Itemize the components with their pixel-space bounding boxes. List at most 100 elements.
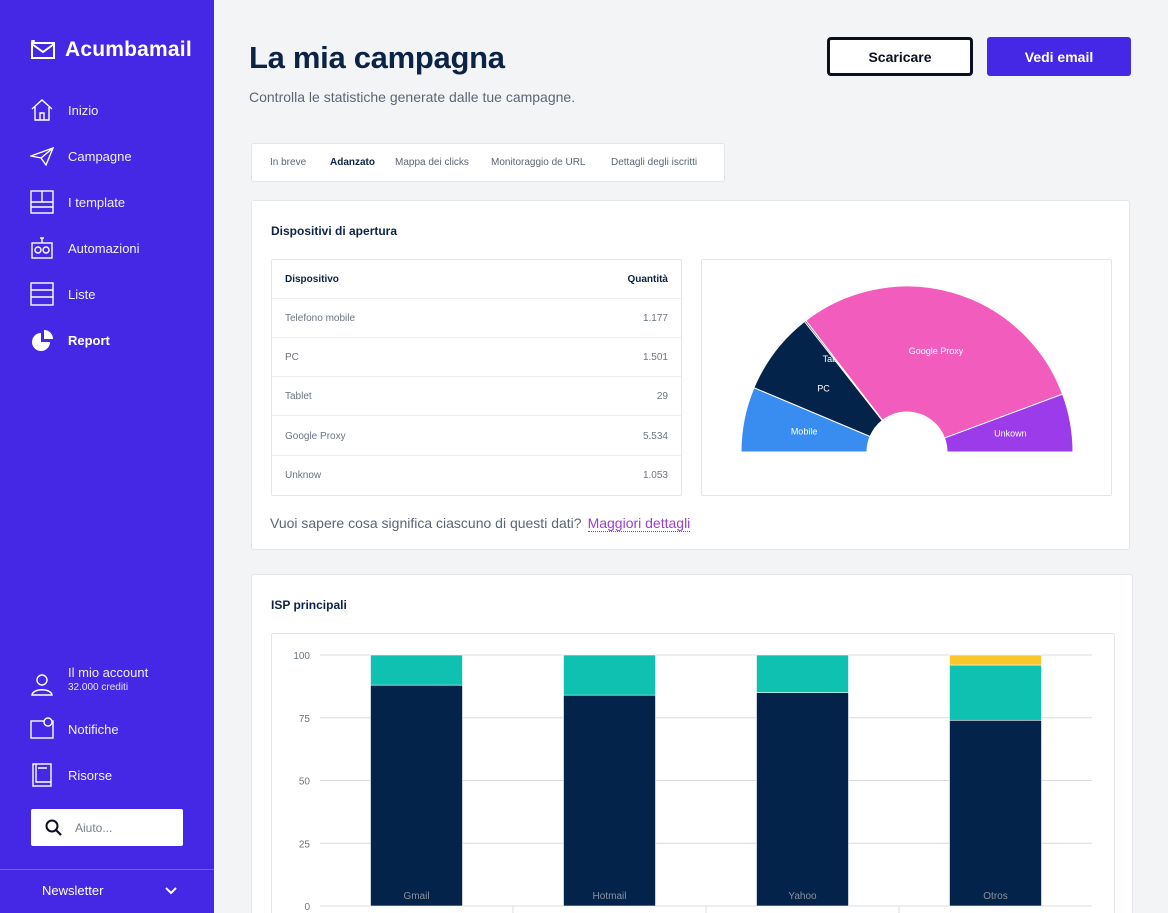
nav-item-risorse[interactable]: Risorse [30, 762, 112, 788]
search-icon [45, 819, 63, 837]
y-tick-label: 0 [304, 902, 310, 913]
bar-segment-otros-primary [949, 719, 1042, 907]
bar-segment-otros-secondary [949, 664, 1042, 721]
devices-card: Dispositivi di apertura Dispositivo Quan… [251, 200, 1130, 550]
isp-chart-box: 0 25 50 75 100 Gmail Hotmail Yahoo Otros [271, 633, 1115, 913]
report-tabs: In breve Adanzato Mappa dei clicks Monit… [251, 143, 725, 182]
device-qty: 1.501 [642, 352, 668, 363]
sidebar: Acumbamail Inizio Campagne I template Au… [0, 0, 214, 913]
isp-bar-chart: 0 25 50 75 100 Gmail Hotmail Yahoo Otros [293, 651, 1092, 913]
tab-dettagli-iscritti[interactable]: Dettagli degli iscritti [611, 157, 698, 168]
help-text: Vuoi sapere cosa significa ciascuno di q… [270, 515, 582, 531]
device-name: Unknow [285, 470, 322, 481]
tab-in-breve[interactable]: In breve [270, 157, 307, 168]
nav-item-campagne[interactable]: Campagne [30, 143, 132, 169]
table-row: Unknow 1.053 [272, 456, 681, 495]
table-header: Dispositivo Quantità [272, 260, 681, 299]
account-label: Il mio account [68, 665, 149, 680]
pie-chart-icon [30, 328, 54, 352]
page-title: La mia campagna [249, 40, 505, 75]
pie-slice-unkown [943, 393, 1074, 453]
device-name: Tablet [285, 391, 312, 402]
newsletter-selector[interactable]: Newsletter [42, 883, 177, 898]
pie-slice-google-proxy [805, 285, 1064, 439]
y-tick-label: 50 [299, 777, 311, 788]
nav-label: Automazioni [68, 240, 140, 256]
tab-monitoraggio-url[interactable]: Monitoraggio de URL [491, 157, 586, 168]
pie-label: Mobile [791, 426, 818, 436]
nav-item-notifiche[interactable]: Notifiche [30, 716, 119, 742]
sidebar-divider [0, 869, 214, 870]
y-tick-label: 100 [293, 651, 310, 662]
devices-chart-box: Mobile PC Tablet Google Proxy Unkown [701, 259, 1112, 496]
nav-item-automazioni[interactable]: Automazioni [30, 235, 140, 261]
tab-mappa-clicks[interactable]: Mappa dei clicks [395, 157, 469, 168]
notification-icon [30, 717, 54, 741]
brand-logo[interactable]: Acumbamail [30, 38, 192, 62]
bar-segment-gmail-secondary [370, 654, 463, 686]
nav-item-template[interactable]: I template [30, 189, 125, 215]
device-qty: 29 [656, 391, 668, 402]
nav-item-inizio[interactable]: Inizio [30, 97, 98, 123]
chevron-down-icon [165, 886, 177, 894]
newsletter-label: Newsletter [42, 883, 104, 898]
x-category-label: Otros [983, 891, 1007, 902]
nav-item-liste[interactable]: Liste [30, 281, 95, 307]
pie-label: Google Proxy [909, 346, 964, 356]
table-row: PC 1.501 [272, 338, 681, 377]
nav-label: Notifiche [68, 721, 119, 737]
tab-adanzato[interactable]: Adanzato [330, 157, 375, 168]
help-search[interactable] [31, 809, 183, 846]
template-icon [30, 190, 54, 214]
view-email-button[interactable]: Vedi email [987, 37, 1131, 76]
more-details-link[interactable]: Maggiori dettagli [587, 515, 691, 532]
x-category-label: Gmail [403, 891, 429, 902]
bar-segment-otros-tertiary [949, 654, 1042, 666]
device-qty: 1.177 [642, 313, 668, 324]
col-device: Dispositivo [285, 274, 339, 285]
nav-label: Campagne [68, 148, 132, 164]
robot-icon [30, 236, 54, 260]
brand-name: Acumbamail [65, 38, 192, 61]
nav-label: Report [68, 332, 110, 348]
y-tick-label: 25 [299, 839, 311, 850]
pie-label: PC [817, 383, 830, 393]
device-name: PC [285, 352, 299, 363]
x-category-label: Yahoo [788, 891, 817, 902]
bar-segment-hotmail-primary [563, 694, 656, 907]
list-icon [30, 282, 54, 306]
download-button[interactable]: Scaricare [827, 37, 973, 76]
nav-label: Inizio [68, 102, 99, 118]
nav-label: Risorse [68, 767, 113, 783]
devices-title: Dispositivi di apertura [271, 224, 398, 238]
mail-logo-icon [31, 40, 55, 59]
home-icon [30, 98, 54, 122]
help-line: Vuoi sapere cosa significa ciascuno di q… [270, 515, 691, 532]
bar-segment-gmail-primary [370, 684, 463, 907]
col-quantity: Quantità [627, 274, 668, 285]
paper-plane-icon [30, 144, 54, 168]
isp-card: ISP principali 0 25 50 75 100 Gmail Hotmail Yah… [251, 574, 1133, 913]
nav-item-report[interactable]: Report [30, 327, 110, 353]
x-category-label: Hotmail [593, 891, 627, 902]
pie-label: Unkown [994, 428, 1027, 438]
page-subtitle: Controlla le statistiche generate dalle … [249, 89, 576, 105]
isp-title: ISP principali [271, 598, 347, 612]
table-row: Telefono mobile 1.177 [272, 299, 681, 338]
help-search-input[interactable] [75, 820, 175, 835]
bar-segment-hotmail-secondary [563, 654, 656, 696]
device-name: Telefono mobile [285, 313, 356, 324]
devices-table: Dispositivo Quantità Telefono mobile 1.1… [271, 259, 682, 496]
nav-label: Liste [68, 286, 96, 302]
bar-segment-yahoo-secondary [756, 654, 849, 693]
device-name: Google Proxy [285, 431, 346, 442]
device-qty: 1.053 [642, 470, 668, 481]
bar-segment-yahoo-primary [756, 692, 849, 907]
credits-label: 32.000 crediti [68, 682, 129, 693]
user-icon [30, 672, 54, 696]
nav-item-account[interactable]: Il mio account 32.000 crediti [30, 660, 148, 696]
book-icon [30, 763, 54, 787]
table-row: Tablet 29 [272, 377, 681, 416]
nav-label: I template [68, 194, 126, 210]
